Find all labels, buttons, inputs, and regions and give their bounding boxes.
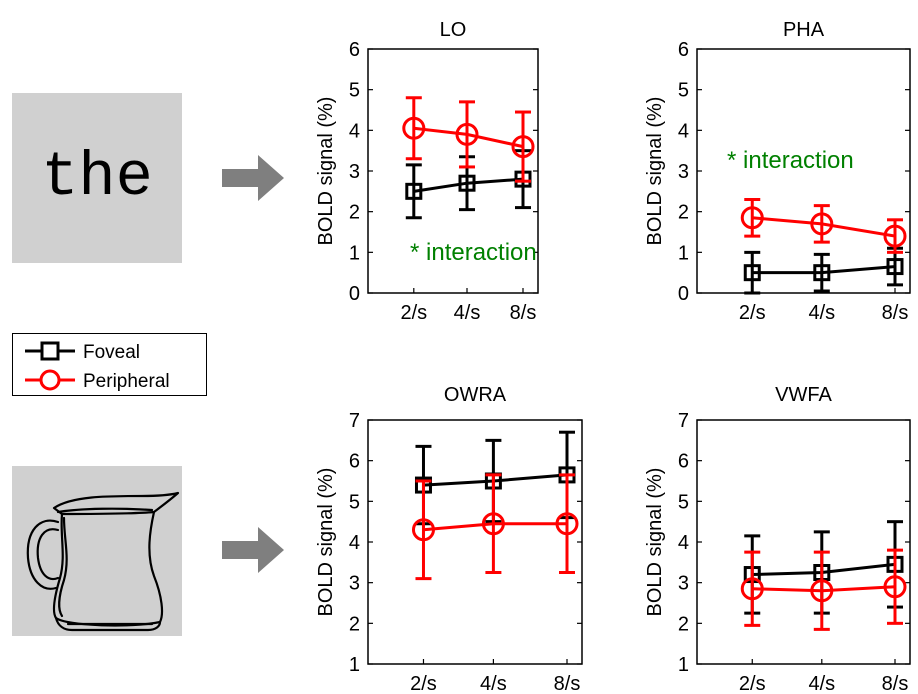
legend-item-foveal: Foveal — [25, 341, 140, 363]
data-point-square — [405, 182, 423, 200]
y-tick-label: 0 — [349, 283, 360, 305]
y-tick-label: 2 — [678, 202, 689, 224]
x-tick-label: 4/s — [808, 673, 835, 694]
data-point-circle — [810, 579, 834, 603]
x-tick-label: 2/s — [410, 673, 437, 694]
series-peripheral — [740, 197, 907, 254]
word-stimulus: the — [12, 93, 182, 263]
chart-title: VWFA — [775, 384, 832, 406]
x-tick-label: 4/s — [454, 302, 481, 324]
y-tick-label: 5 — [678, 80, 689, 102]
chart-title: OWRA — [444, 384, 507, 406]
y-tick-label: 2 — [349, 613, 360, 635]
data-point-circle — [883, 224, 907, 248]
word-stimulus-text: the — [41, 142, 153, 213]
interaction-annotation: * interaction — [727, 147, 854, 174]
data-point-circle — [555, 512, 579, 536]
chart-title: PHA — [783, 19, 825, 41]
y-tick-label: 6 — [678, 451, 689, 473]
data-point-circle — [740, 577, 764, 601]
y-tick-label: 0 — [678, 283, 689, 305]
y-tick-label: 5 — [349, 491, 360, 513]
x-tick-label: 4/s — [808, 302, 835, 324]
y-tick-label: 1 — [349, 242, 360, 264]
x-tick-label: 2/s — [739, 302, 766, 324]
y-tick-label: 7 — [678, 410, 689, 432]
y-axis-label: BOLD signal (%) — [315, 468, 337, 617]
data-point-circle — [740, 206, 764, 230]
y-tick-label: 3 — [678, 573, 689, 595]
x-tick-label: 2/s — [739, 673, 766, 694]
y-tick-label: 1 — [678, 654, 689, 676]
data-point-circle — [402, 116, 426, 140]
data-point-circle — [455, 122, 479, 146]
y-tick-label: 4 — [349, 532, 360, 554]
chart-panel-lo: LO BOLD signal (%) 0 1 2 3 4 5 6 2/s 4/s 8/s * inter… — [315, 19, 539, 324]
data-point-square — [886, 258, 904, 276]
chart-title: LO — [440, 19, 467, 41]
right-arrow-icon-word — [222, 155, 284, 201]
data-point-square — [743, 264, 761, 282]
y-tick-label: 2 — [678, 613, 689, 635]
picture-stimulus — [12, 466, 182, 636]
chart-panel-owra: OWRA BOLD signal (%) 1 2 3 4 5 6 7 2/s 4/s 8/s — [315, 384, 583, 694]
y-tick-label: 3 — [349, 573, 360, 595]
series-line — [752, 585, 896, 593]
y-tick-label: 6 — [349, 451, 360, 473]
y-tick-label: 6 — [349, 39, 360, 61]
y-tick-label: 6 — [678, 39, 689, 61]
series-peripheral — [411, 473, 579, 581]
y-tick-label: 4 — [349, 120, 360, 142]
legend-item-peripheral: Peripheral — [25, 369, 170, 392]
x-tick-label: 8/s — [882, 673, 909, 694]
series-foveal — [743, 246, 904, 295]
y-tick-label: 1 — [349, 654, 360, 676]
legend-peripheral-circle-marker — [39, 369, 61, 391]
x-tick-label: 4/s — [480, 673, 507, 694]
x-tick-label: 2/s — [400, 302, 427, 324]
y-tick-label: 7 — [349, 410, 360, 432]
legend: Foveal Peripheral — [12, 333, 207, 396]
data-point-square — [813, 264, 831, 282]
legend-peripheral-label: Peripheral — [83, 371, 170, 392]
y-tick-label: 2 — [349, 202, 360, 224]
series-peripheral — [740, 548, 907, 631]
series-line — [752, 265, 896, 275]
legend-foveal-label: Foveal — [83, 342, 140, 363]
y-axis-label: BOLD signal (%) — [315, 97, 337, 246]
data-point-square — [458, 174, 476, 192]
legend-foveal-square-marker — [40, 341, 60, 361]
pitcher-drawing-icon — [26, 491, 180, 632]
chart-panel-vwfa: VWFA BOLD signal (%) 1 2 3 4 5 6 7 2/s 4/s 8/s — [644, 384, 911, 694]
right-arrow-icon-picture — [222, 527, 284, 573]
series-foveal — [414, 430, 576, 526]
y-axis-label: BOLD signal (%) — [644, 97, 666, 246]
interaction-annotation: * interaction — [410, 239, 537, 266]
series-line — [423, 522, 567, 532]
series-peripheral — [402, 96, 535, 183]
y-tick-label: 4 — [678, 120, 689, 142]
y-tick-label: 3 — [678, 161, 689, 183]
plot-frame — [367, 419, 583, 665]
data-point-circle — [883, 575, 907, 599]
data-point-circle — [481, 512, 505, 536]
series-line — [423, 473, 568, 487]
y-tick-label: 3 — [349, 161, 360, 183]
x-tick-label: 8/s — [510, 302, 537, 324]
y-tick-label: 4 — [678, 532, 689, 554]
plot-frame — [696, 419, 911, 665]
y-tick-label: 5 — [349, 80, 360, 102]
y-axis-label: BOLD signal (%) — [644, 468, 666, 617]
y-tick-label: 1 — [678, 242, 689, 264]
data-point-circle — [411, 518, 435, 542]
data-point-circle — [810, 212, 834, 236]
x-tick-label: 8/s — [554, 673, 581, 694]
chart-panel-pha: PHA BOLD signal (%) 0 1 2 3 4 5 6 2/s 4/s 8/s * inte… — [644, 19, 911, 324]
data-point-circle — [511, 135, 535, 159]
y-tick-label: 5 — [678, 491, 689, 513]
x-tick-label: 8/s — [882, 302, 909, 324]
